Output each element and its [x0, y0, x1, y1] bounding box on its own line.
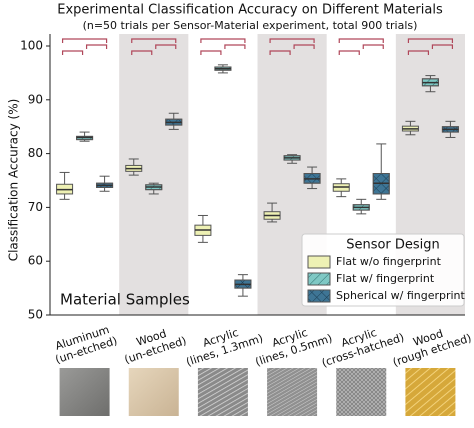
y-tick-label: 100	[20, 39, 43, 53]
annotation: Material Samples	[60, 291, 190, 309]
significance-bracket	[362, 44, 384, 49]
legend-swatch	[307, 255, 331, 269]
significance-bracket	[407, 38, 454, 43]
significance-bracket	[224, 44, 246, 49]
legend-box	[301, 233, 465, 307]
legend-label: Flat w/ fingerprint	[336, 272, 435, 285]
sample-image	[336, 368, 387, 416]
y-tick-label: 60	[28, 254, 43, 268]
x-tick-label: Aluminum(un-etched)	[50, 322, 119, 367]
legend-label: Flat w/o fingerprint	[336, 255, 442, 268]
significance-bracket	[85, 44, 108, 49]
sample-image	[59, 368, 110, 416]
sample-image	[267, 368, 318, 416]
legend-swatch-hatch	[307, 289, 331, 303]
y-tick-label: 90	[28, 92, 43, 106]
significance-bracket	[61, 50, 84, 55]
legend-title: Sensor Design	[346, 238, 440, 253]
sample-image	[197, 368, 248, 416]
significance-bracket	[293, 44, 315, 49]
legend-label: Spherical w/ fingerprint	[336, 289, 466, 302]
sample-image	[405, 368, 456, 416]
significance-bracket	[200, 50, 222, 55]
y-axis-label: Classification Accuracy (%)	[7, 99, 21, 262]
band-shade	[119, 34, 189, 315]
legend-swatch-hatch	[307, 272, 331, 286]
significance-bracket	[407, 50, 430, 55]
significance-bracket	[431, 44, 454, 49]
y-tick-label: 50	[28, 308, 43, 322]
y-tick-label: 80	[28, 146, 43, 160]
sample-image	[128, 368, 179, 416]
chart-subtitle: (n=50 trials per Sensor-Material experim…	[83, 19, 418, 32]
significance-bracket	[269, 38, 315, 43]
significance-bracket	[155, 44, 177, 49]
significance-bracket	[61, 38, 108, 43]
x-tick-label: Acrylic(lines, 1.3mm)	[181, 319, 265, 368]
significance-bracket	[269, 50, 291, 55]
y-tick-label: 70	[28, 200, 43, 214]
significance-bracket	[338, 38, 384, 43]
significance-bracket	[131, 38, 177, 43]
significance-bracket	[131, 50, 153, 55]
chart-title: Experimental Classification Accuracy on …	[57, 3, 443, 18]
significance-bracket	[338, 50, 360, 55]
x-tick-label: Wood(un-etched)	[119, 322, 188, 367]
significance-bracket	[200, 38, 246, 43]
